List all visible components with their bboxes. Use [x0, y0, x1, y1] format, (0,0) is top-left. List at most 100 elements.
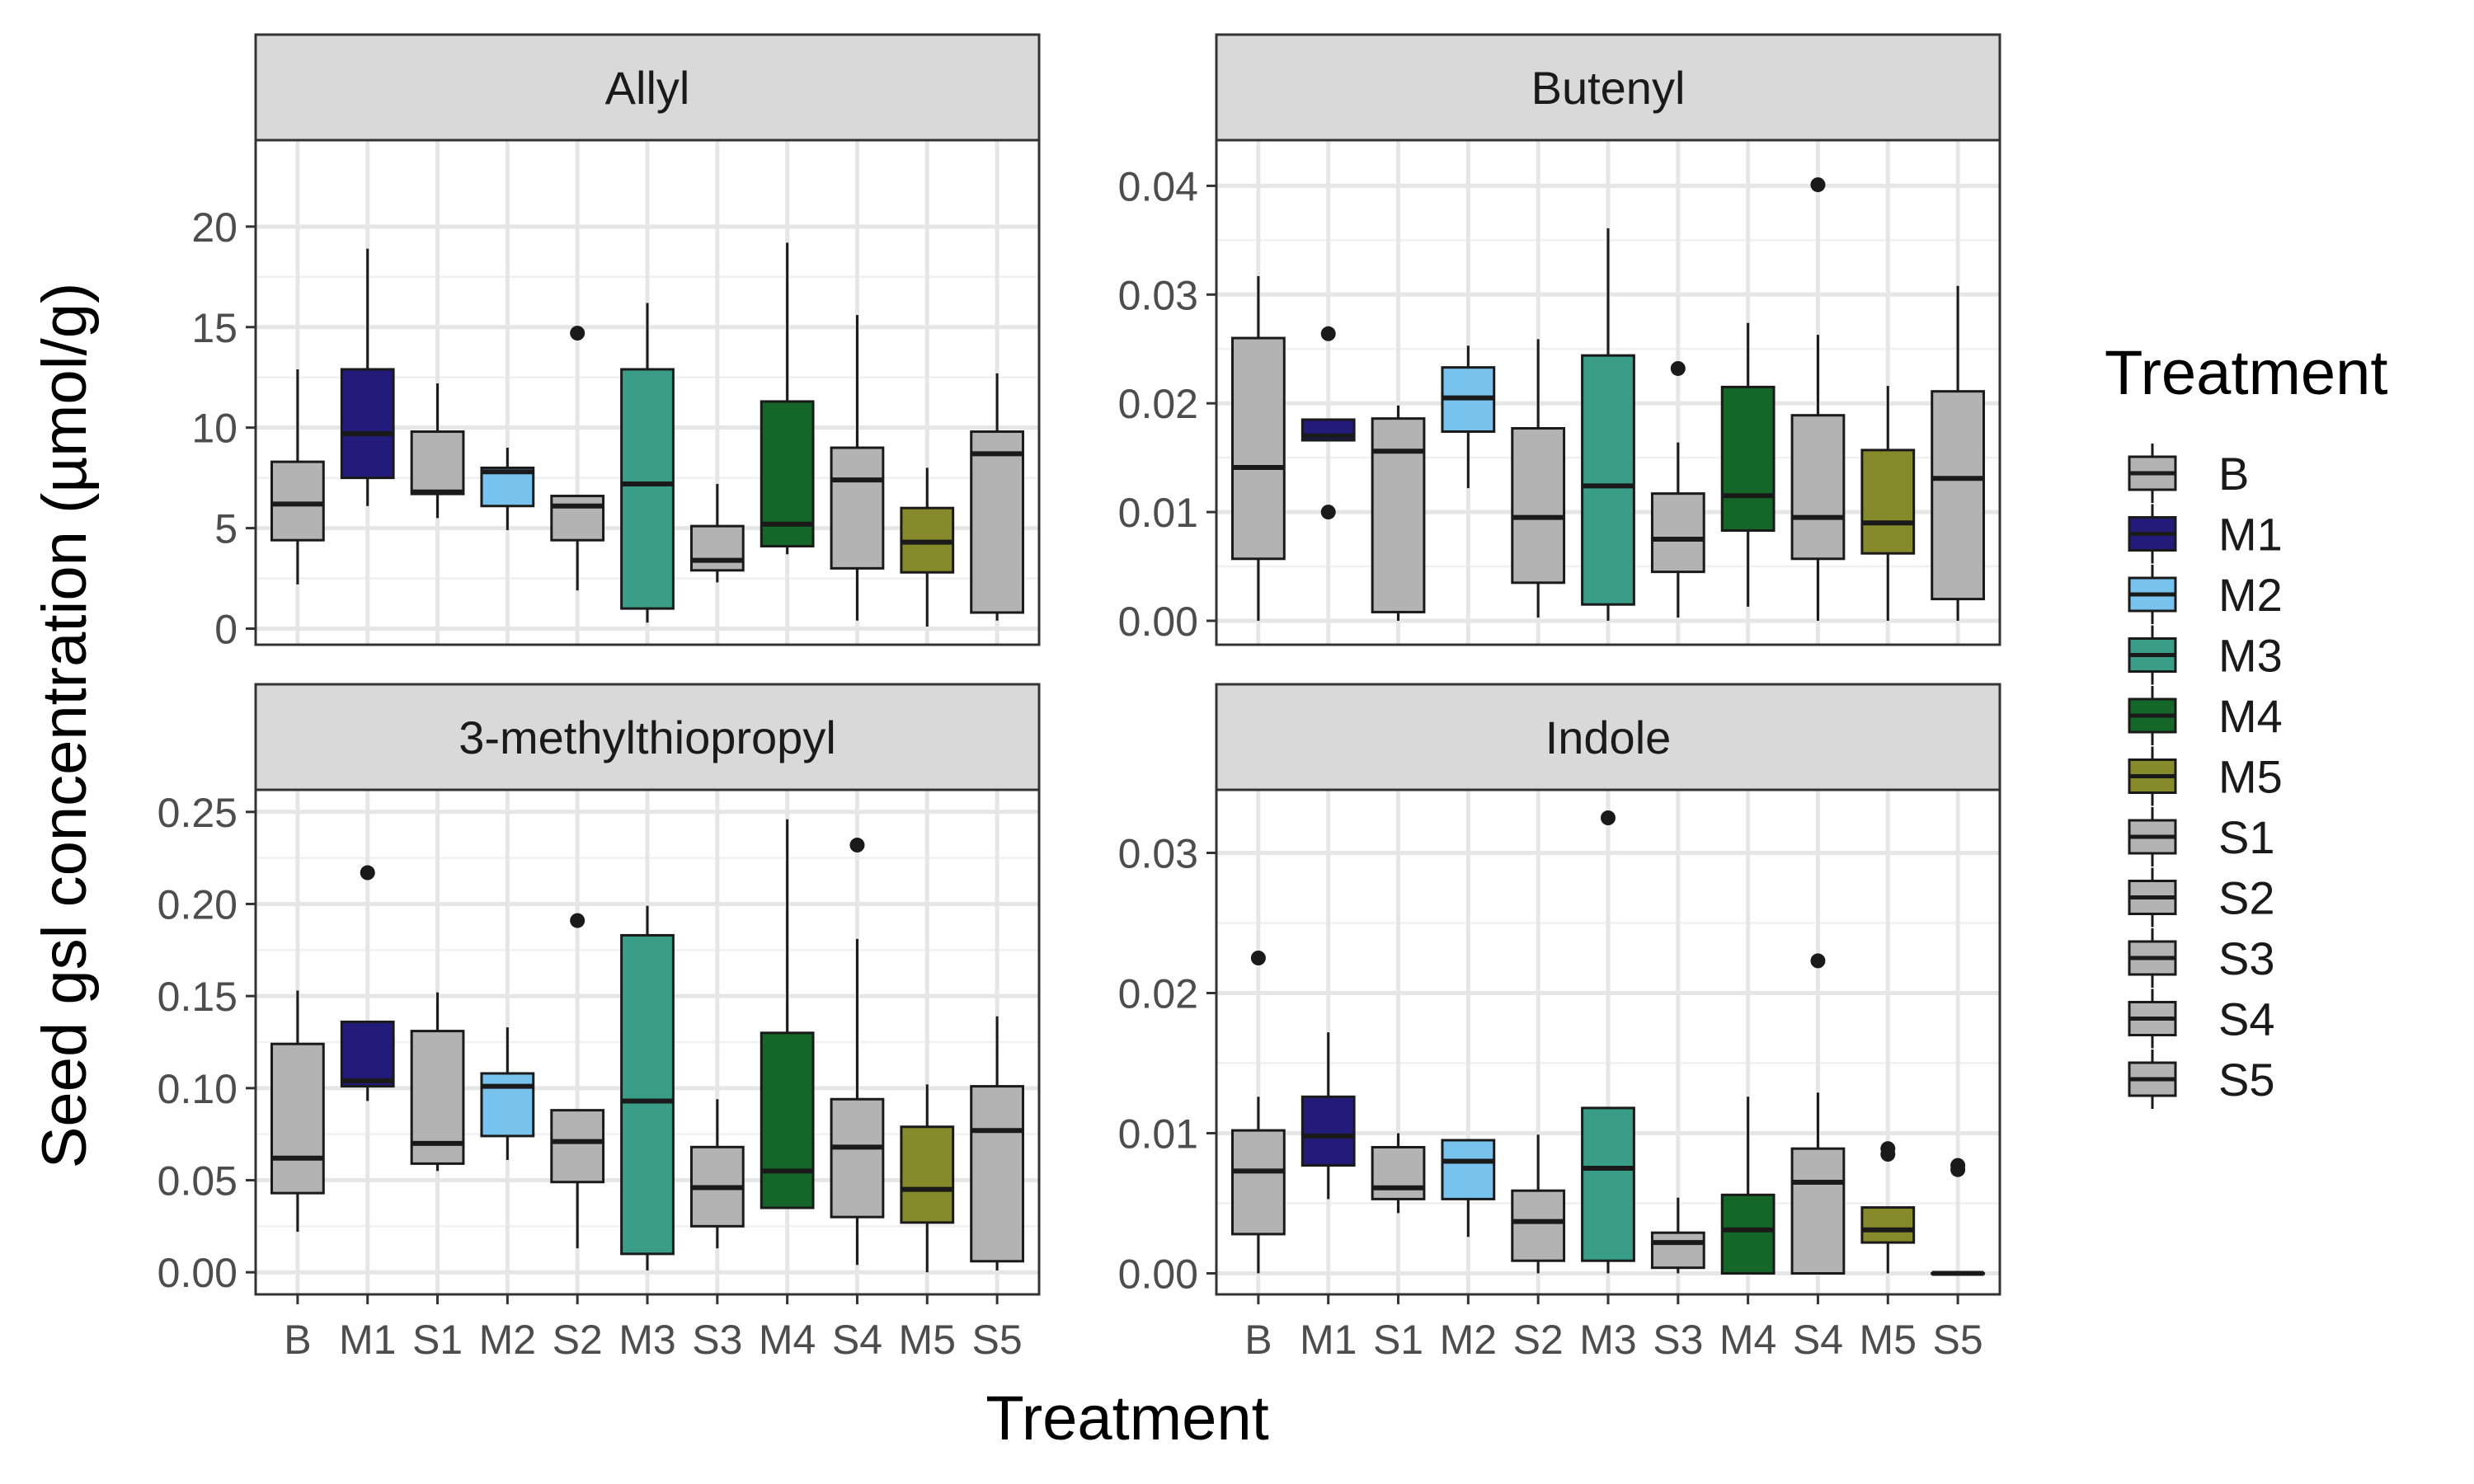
x-tick-label: M1 [1300, 1317, 1357, 1363]
outlier-point [1320, 326, 1336, 341]
facet-title-allyl: Allyl [605, 62, 690, 114]
outlier-point [1670, 360, 1686, 376]
legend-label: S5 [2218, 1054, 2275, 1106]
y-tick-label: 0.02 [1118, 381, 1198, 427]
x-tick-label: S4 [1793, 1317, 1843, 1363]
outlier-point [570, 913, 586, 928]
outlier-point [1320, 505, 1336, 520]
y-tick-label: 0.20 [158, 881, 238, 928]
outlier-point [1250, 951, 1266, 965]
y-tick-label: 0.01 [1118, 1111, 1198, 1158]
box-indole-m2 [1441, 1139, 1496, 1237]
box-iqr [1790, 1147, 1846, 1275]
box-indole-s2 [1511, 1134, 1566, 1274]
box-butenyl-s4 [1790, 177, 1846, 621]
y-tick-label: 15 [191, 305, 238, 351]
y-tick-label: 0 [214, 606, 238, 652]
y-tick-label: 10 [191, 406, 238, 452]
legend-item-s2: S2 [2128, 867, 2275, 928]
x-tick-label: M1 [339, 1317, 396, 1363]
box-iqr [410, 430, 465, 495]
x-tick-label: M2 [1440, 1317, 1497, 1363]
legend-label: S4 [2218, 993, 2275, 1045]
legend-item-m4: M4 [2128, 686, 2283, 745]
box-iqr [340, 368, 395, 480]
legend-label: M4 [2218, 690, 2283, 742]
box-iqr [970, 1085, 1024, 1263]
box-3-methylthiopropyl-m3 [620, 905, 675, 1270]
box-3-methylthiopropyl-b [270, 990, 325, 1233]
outlier-point [1880, 1147, 1896, 1162]
x-tick-label: M3 [618, 1317, 675, 1363]
box-indole-m3 [1581, 810, 1635, 1274]
box-iqr [1300, 1095, 1356, 1167]
panel-border [254, 139, 1041, 646]
y-tick-label: 0.00 [1118, 599, 1198, 645]
panel-border [254, 788, 1041, 1296]
y-tick-label: 0.00 [1118, 1252, 1198, 1298]
box-iqr [830, 1097, 885, 1219]
box-3-methylthiopropyl-s1 [410, 992, 465, 1172]
x-tick-label: M4 [759, 1317, 816, 1363]
box-iqr [1860, 1206, 1916, 1244]
outlier-point [849, 838, 865, 853]
box-iqr [270, 1042, 325, 1195]
box-iqr [1371, 1146, 1426, 1200]
legend-label: S3 [2218, 932, 2275, 984]
outlier-point [360, 865, 375, 881]
box-allyl-s1 [410, 383, 465, 519]
box-butenyl-s5 [1931, 285, 1985, 621]
legend-item-m5: M5 [2128, 746, 2283, 806]
box-iqr [1720, 1193, 1776, 1275]
panel-border [1215, 788, 2001, 1296]
box-3-methylthiopropyl-m5 [900, 1084, 955, 1273]
x-tick-label: S5 [1933, 1317, 1983, 1363]
box-iqr [1581, 354, 1635, 606]
x-tick-label: S3 [1653, 1317, 1703, 1363]
box-allyl-m2 [480, 448, 535, 531]
box-indole-s4 [1790, 953, 1846, 1275]
legend-label: S2 [2218, 872, 2275, 924]
y-tick-label: 0.05 [158, 1158, 238, 1205]
x-tick-label: M3 [1579, 1317, 1636, 1363]
box-butenyl-m3 [1581, 228, 1635, 621]
legend-item-s3: S3 [2128, 928, 2275, 988]
box-iqr [1231, 336, 1286, 561]
box-iqr [1511, 427, 1566, 585]
facet-panel-3-methylthiopropyl: 3-methylthiopropyl 0.00 0.05 0.10 0.15 0.20 0… [158, 683, 1041, 1363]
box-indole-m1 [1300, 1032, 1356, 1200]
box-iqr [1931, 390, 1985, 601]
facet-strip-butenyl [1215, 33, 2001, 142]
box-iqr [550, 495, 605, 542]
box-iqr [1231, 1129, 1286, 1236]
x-tick-label: S2 [553, 1317, 603, 1363]
outlier-point [570, 326, 586, 341]
legend-item-s4: S4 [2128, 989, 2275, 1049]
x-tick-label: M4 [1719, 1317, 1776, 1363]
y-tick-label: 0.02 [1118, 971, 1198, 1017]
legend-label: M2 [2218, 569, 2283, 621]
box-indole-s1 [1371, 1133, 1426, 1214]
x-tick-label: S3 [692, 1317, 742, 1363]
box-iqr [1511, 1189, 1566, 1262]
box-iqr [830, 446, 885, 570]
box-indole-s5 [1931, 1158, 1985, 1276]
facet-panel-allyl: Allyl 0 5 10 15 20 [191, 33, 1041, 652]
x-tick-label: S1 [1373, 1317, 1423, 1363]
box-iqr [270, 460, 325, 542]
outlier-point [1810, 177, 1826, 193]
box-3-methylthiopropyl-m1 [340, 865, 395, 1101]
box-iqr [620, 368, 675, 610]
y-tick-label: 0.03 [1118, 831, 1198, 877]
box-3-methylthiopropyl-m4 [760, 819, 815, 1209]
legend-item-s1: S1 [2128, 807, 2275, 866]
y-tick-label: 0.04 [1118, 163, 1198, 209]
facet-strip-allyl [254, 33, 1041, 142]
box-iqr [340, 1020, 395, 1088]
box-allyl-b [270, 369, 325, 585]
legend-item-m1: M1 [2128, 504, 2283, 564]
box-3-methylthiopropyl-m2 [480, 1027, 535, 1160]
box-iqr [550, 1109, 605, 1184]
box-butenyl-m4 [1720, 322, 1776, 607]
